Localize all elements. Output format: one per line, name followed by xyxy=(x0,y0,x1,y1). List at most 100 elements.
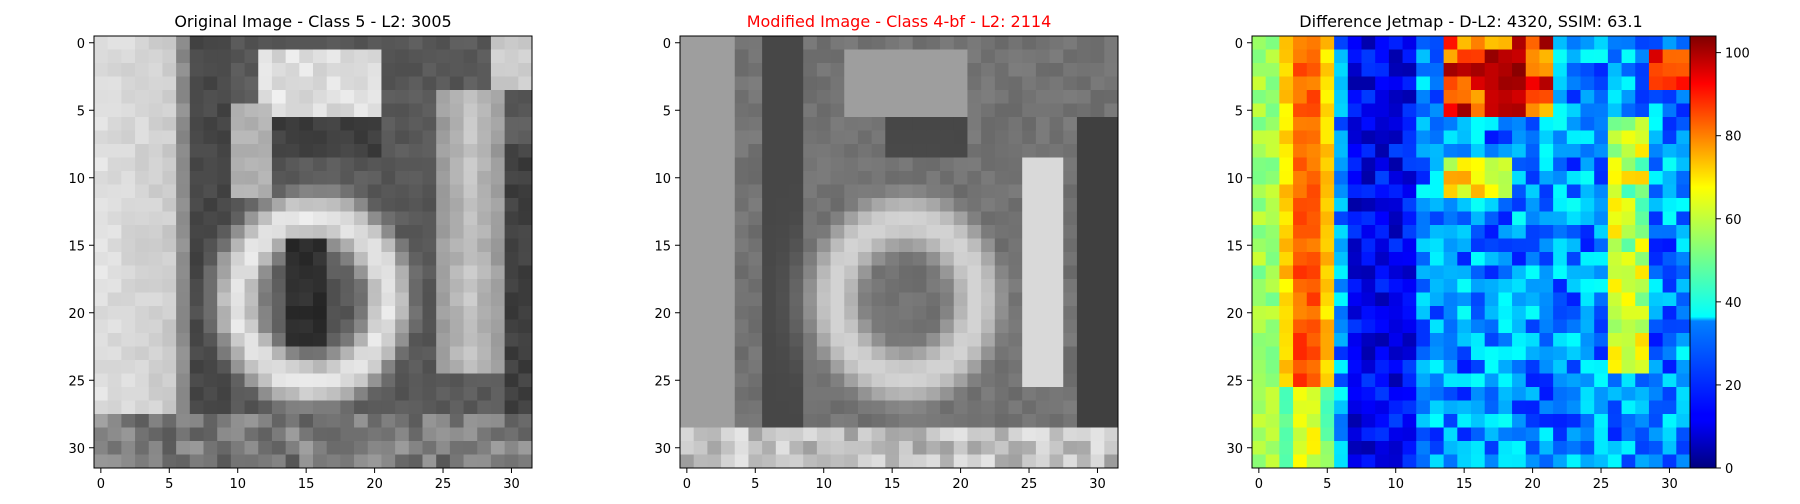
pixel-cell xyxy=(844,90,859,104)
pixel-cell xyxy=(885,427,900,442)
pixel-cell xyxy=(381,292,396,307)
pixel-cell xyxy=(1648,387,1664,401)
pixel-cell xyxy=(244,49,259,64)
pixel-cell xyxy=(504,346,519,361)
pixel-cell xyxy=(912,346,927,361)
pixel-cell xyxy=(395,36,410,50)
pixel-cell xyxy=(107,157,122,172)
pixel-cell xyxy=(803,360,818,374)
pixel-cell xyxy=(994,360,1009,374)
pixel-cell xyxy=(518,292,533,307)
pixel-cell xyxy=(1648,103,1664,118)
pixel-cell xyxy=(816,373,831,388)
pixel-cell xyxy=(994,265,1009,280)
pixel-cell xyxy=(912,265,927,280)
pixel-cell xyxy=(1457,373,1472,388)
pixel-cell xyxy=(899,427,914,442)
pixel-cell xyxy=(230,387,245,401)
pixel-cell xyxy=(107,198,122,212)
pixel-cell xyxy=(162,427,177,442)
pixel-cell xyxy=(1498,171,1513,185)
pixel-cell xyxy=(1553,319,1568,334)
pixel-cell xyxy=(1484,211,1499,226)
pixel-cell xyxy=(148,360,163,374)
pixel-cell xyxy=(871,387,886,401)
pixel-cell xyxy=(1090,130,1105,145)
pixel-cell xyxy=(217,360,232,374)
pixel-cell xyxy=(203,265,218,280)
pixel-cell xyxy=(217,36,232,50)
pixel-cell xyxy=(299,144,314,158)
pixel-cell xyxy=(162,144,177,158)
pixel-cell xyxy=(1648,144,1664,158)
pixel-cell xyxy=(871,400,886,415)
pixel-cell xyxy=(1512,225,1527,239)
pixel-cell xyxy=(1429,333,1445,347)
pixel-cell xyxy=(707,279,722,293)
pixel-cell xyxy=(748,387,763,401)
pixel-cell xyxy=(1076,387,1092,401)
pixel-cell xyxy=(162,333,177,347)
pixel-cell xyxy=(1306,414,1321,428)
pixel-cell xyxy=(857,225,873,239)
pixel-cell xyxy=(1334,144,1349,158)
pixel-cell xyxy=(1320,103,1335,118)
pixel-cell xyxy=(775,103,790,118)
pixel-cell xyxy=(1539,117,1554,131)
pixel-cell xyxy=(1306,198,1321,212)
pixel-cell xyxy=(490,360,506,374)
pixel-cell xyxy=(967,306,982,320)
pixel-cell xyxy=(1022,292,1037,307)
pixel-cell xyxy=(1320,441,1335,455)
pixel-cell xyxy=(707,427,722,442)
pixel-cell xyxy=(967,400,982,415)
pixel-cell xyxy=(176,63,191,77)
pixel-cell xyxy=(1375,144,1390,158)
pixel-cell xyxy=(1375,333,1390,347)
pixel-cell xyxy=(94,292,109,307)
pixel-cell xyxy=(1539,171,1554,185)
pixel-cell xyxy=(1512,333,1527,347)
pixel-cell xyxy=(1090,171,1105,185)
pixel-cell xyxy=(463,184,478,199)
pixel-cell xyxy=(1594,252,1609,266)
pixel-cell xyxy=(789,360,804,374)
pixel-cell xyxy=(285,306,300,320)
pixel-cell xyxy=(1676,171,1691,185)
pixel-cell xyxy=(926,427,941,442)
pixel-cell xyxy=(121,117,136,131)
pixel-cell xyxy=(912,427,927,442)
pixel-cell xyxy=(1553,346,1568,361)
pixel-cell xyxy=(1443,414,1458,428)
pixel-cell xyxy=(1320,184,1335,199)
pixel-cell xyxy=(707,400,722,415)
colorbar-gradient xyxy=(1689,35,1717,469)
pixel-cell xyxy=(1402,346,1417,361)
pixel-cell xyxy=(1306,211,1321,226)
pixel-cell xyxy=(1648,360,1664,374)
pixel-cell xyxy=(830,427,845,442)
pixel-cell xyxy=(203,90,218,104)
pixel-cell xyxy=(1676,63,1691,77)
pixel-cell xyxy=(1008,211,1023,226)
pixel-cell xyxy=(1063,400,1078,415)
pixel-cell xyxy=(857,103,873,118)
pixel-cell xyxy=(1076,238,1092,253)
pixel-cell xyxy=(844,63,859,77)
pixel-cell xyxy=(775,76,790,91)
pixel-cell xyxy=(1090,319,1105,334)
pixel-cell xyxy=(1252,130,1267,145)
pixel-cell xyxy=(953,279,968,293)
pixel-cell xyxy=(340,333,355,347)
pixel-cell xyxy=(1484,225,1499,239)
pixel-cell xyxy=(408,279,423,293)
pixel-cell xyxy=(1334,252,1349,266)
pixel-cell xyxy=(1361,36,1376,50)
pixel-cell xyxy=(803,90,818,104)
pixel-cell xyxy=(1553,198,1568,212)
pixel-cell xyxy=(1347,130,1362,145)
pixel-cell xyxy=(912,225,927,239)
pixel-cell xyxy=(477,306,492,320)
pixel-cell xyxy=(271,441,287,455)
